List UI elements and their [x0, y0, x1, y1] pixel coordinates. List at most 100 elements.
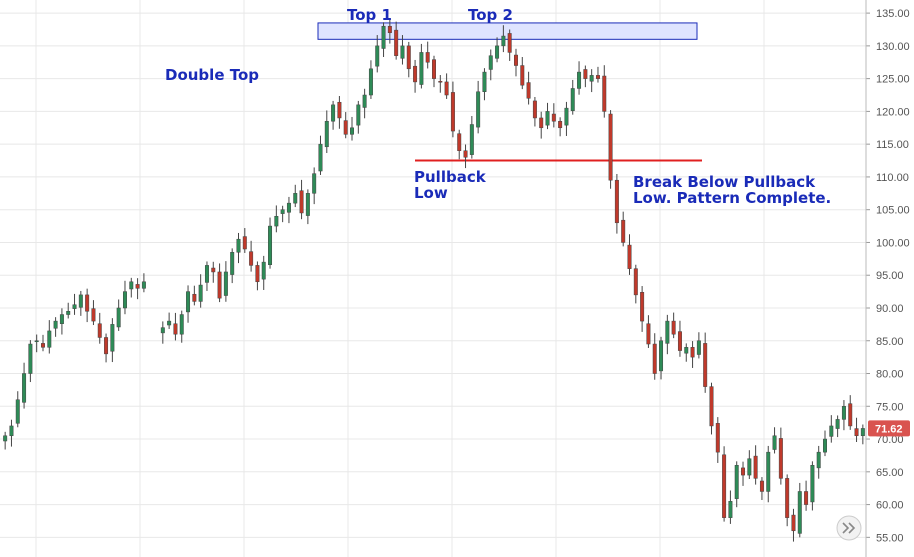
- y-tick-label: 70.00: [876, 434, 904, 446]
- candle-up: [9, 425, 14, 437]
- candle-down: [539, 117, 544, 129]
- candle-down: [785, 478, 790, 518]
- candle-down: [85, 294, 90, 312]
- candle-down: [633, 268, 638, 296]
- candle-up: [577, 71, 582, 89]
- candle-down: [507, 33, 512, 53]
- candle-up: [835, 419, 840, 429]
- pullback-label-line2: Low: [414, 184, 448, 202]
- candle-up: [28, 343, 33, 374]
- candle-up: [280, 209, 285, 214]
- candle-down: [753, 455, 758, 479]
- candle-up: [236, 238, 241, 253]
- candle-up: [816, 451, 821, 469]
- double-chevron-right-icon: [842, 522, 856, 534]
- candle-up: [381, 25, 386, 49]
- candle-down: [583, 69, 588, 79]
- candle-up: [469, 124, 474, 155]
- candle-up: [501, 35, 506, 47]
- y-tick-label: 120.00: [876, 106, 910, 118]
- candle-up: [34, 340, 39, 343]
- candle-up: [495, 45, 500, 59]
- grid: [0, 0, 866, 557]
- double-top-label: Double Top: [165, 66, 259, 84]
- candle-down: [387, 25, 392, 34]
- candle-up: [116, 307, 121, 328]
- candle-down: [463, 150, 468, 158]
- candle-down: [91, 308, 96, 322]
- candle-up: [122, 291, 127, 309]
- candle-up: [841, 406, 846, 420]
- candle-up: [589, 75, 594, 82]
- candle-down: [652, 343, 657, 374]
- candle-down: [242, 236, 247, 250]
- candle-down: [709, 386, 714, 427]
- candle-up: [488, 55, 493, 70]
- y-tick-label: 65.00: [876, 467, 904, 479]
- y-tick-label: 115.00: [876, 139, 909, 151]
- y-tick-label: 110.00: [876, 172, 909, 184]
- candle-down: [759, 480, 764, 492]
- candle-down: [520, 65, 525, 86]
- candle-up: [318, 143, 323, 172]
- top2-label: Top 2: [468, 6, 513, 24]
- candle-up: [72, 304, 77, 309]
- candle-down: [671, 320, 676, 335]
- candle-up: [734, 465, 739, 499]
- candle-down: [425, 52, 430, 63]
- candle-up: [59, 314, 64, 324]
- candle-up: [53, 320, 58, 329]
- candle-down: [690, 347, 695, 358]
- candle-up: [356, 104, 361, 126]
- candle-up: [15, 399, 20, 424]
- candle-down: [514, 54, 518, 66]
- candle-up: [305, 193, 310, 216]
- candle-down: [438, 81, 443, 83]
- candle-up: [312, 173, 317, 194]
- candle-down: [173, 323, 178, 335]
- candle-down: [608, 113, 613, 181]
- candle-down: [640, 292, 645, 322]
- y-tick-label: 95.00: [876, 270, 904, 282]
- candle-down: [444, 81, 449, 96]
- candle-down: [255, 265, 260, 283]
- candle-down: [791, 514, 796, 532]
- candle-down: [217, 271, 222, 299]
- candle-down: [621, 219, 626, 243]
- candle-up: [129, 281, 134, 290]
- candle-down: [41, 343, 45, 348]
- candle-down: [526, 82, 531, 99]
- candle-up: [286, 202, 291, 213]
- candle-up: [810, 465, 815, 503]
- candle-down: [532, 100, 537, 119]
- y-tick-label: 85.00: [876, 336, 904, 348]
- last-price-tag-bg: [868, 420, 910, 437]
- candle-up: [476, 91, 481, 128]
- candle-down: [192, 293, 197, 302]
- candle-up: [350, 127, 354, 135]
- candles: [3, 19, 865, 542]
- candle-up: [860, 428, 865, 437]
- candle-down: [627, 244, 632, 269]
- y-tick-label: 55.00: [876, 532, 904, 544]
- candle-up: [198, 284, 203, 302]
- candle-up: [823, 438, 827, 453]
- candle-up: [400, 45, 405, 59]
- candle-up: [293, 193, 298, 204]
- candle-up: [797, 491, 802, 534]
- y-tick-label: 130.00: [876, 41, 910, 53]
- candle-up: [274, 215, 279, 227]
- candle-down: [406, 45, 411, 70]
- y-tick-label: 60.00: [876, 500, 904, 512]
- candle-up: [268, 225, 273, 265]
- candle-up: [331, 104, 336, 122]
- candle-up: [110, 324, 115, 352]
- candle-down: [558, 120, 563, 129]
- scroll-to-end-button[interactable]: [836, 515, 862, 541]
- candle-up: [772, 435, 777, 450]
- candle-up: [47, 330, 52, 348]
- y-tick-label: 100.00: [876, 237, 910, 249]
- candle-up: [545, 111, 550, 126]
